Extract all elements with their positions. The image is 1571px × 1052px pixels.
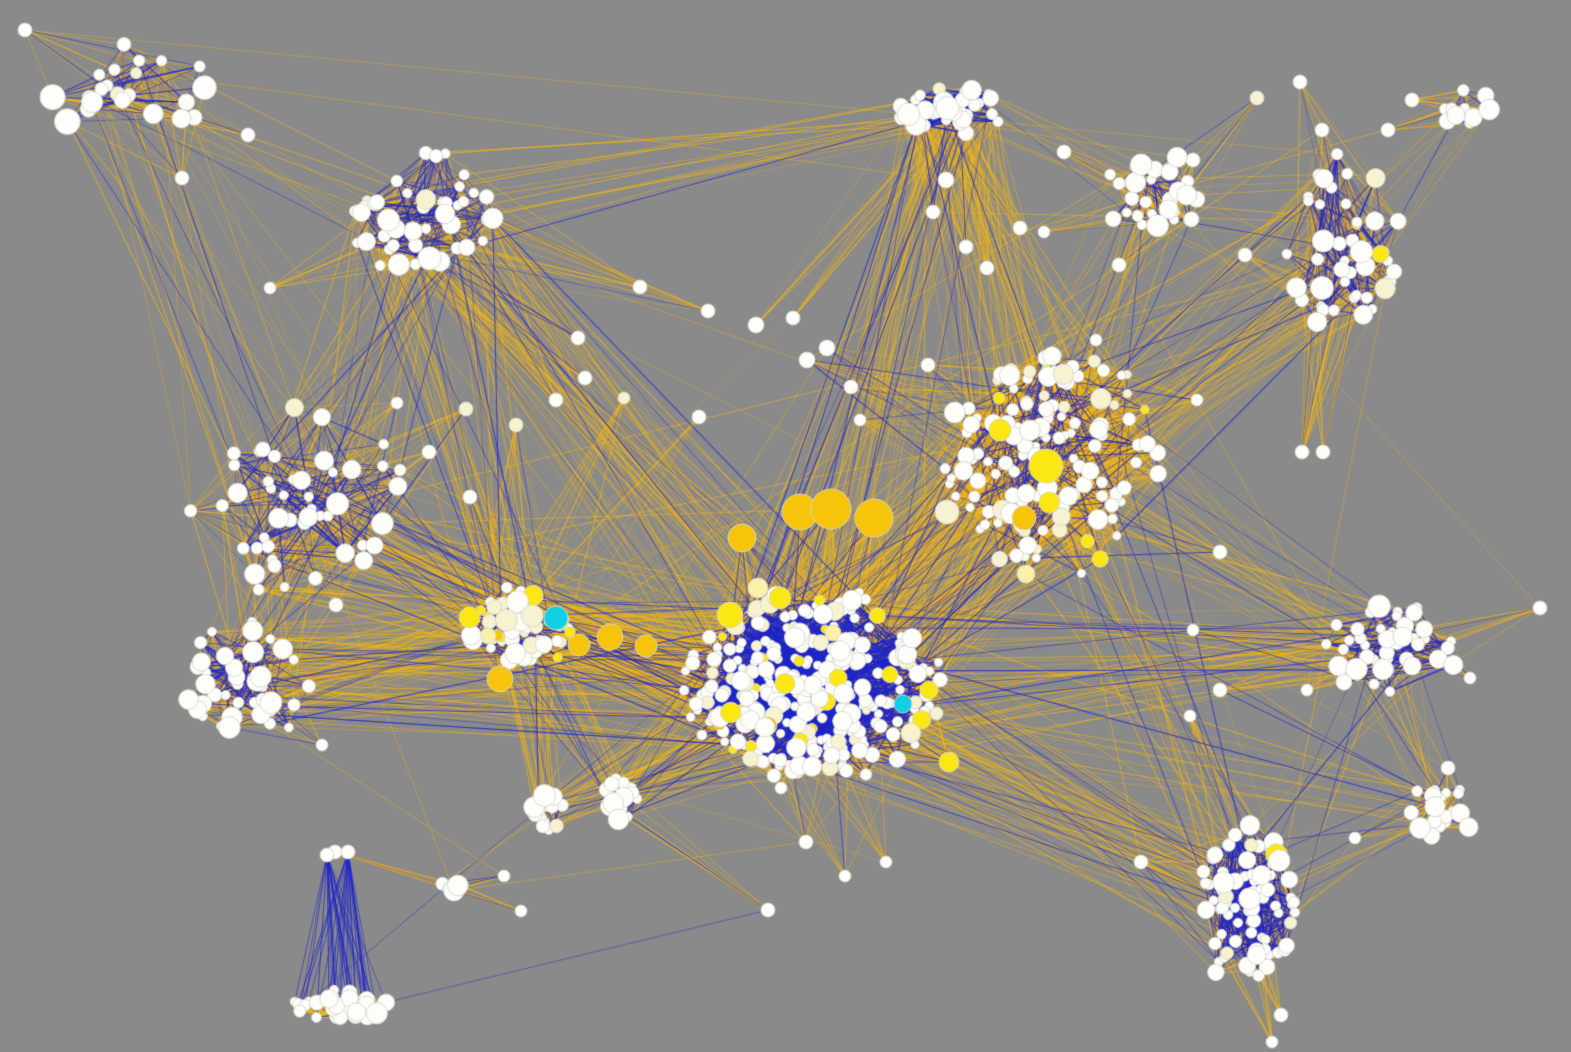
network-graph-visualization[interactable]: network-graph-visualization 1180 9400	[0, 0, 1571, 1052]
graph-canvas[interactable]	[0, 0, 1571, 1052]
